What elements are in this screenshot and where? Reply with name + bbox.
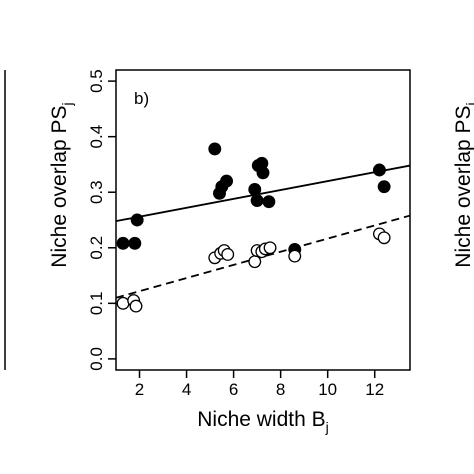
x-axis-label: Niche width Bj <box>197 408 329 435</box>
x-tick-label: 12 <box>365 380 384 399</box>
open-point <box>129 299 143 313</box>
filled-point <box>128 236 142 250</box>
fit-line-dashed <box>115 214 411 299</box>
x-tick-label: 2 <box>135 380 144 399</box>
y-axis-label: Niche overlap PSj <box>48 102 75 267</box>
panel-label: b) <box>134 89 149 108</box>
filled-point <box>208 142 222 156</box>
y-tick-label: 0.2 <box>87 236 106 260</box>
y-tick-label: 0.0 <box>87 347 106 371</box>
open-point <box>377 231 391 245</box>
open-point <box>116 296 130 310</box>
data-points <box>116 142 391 313</box>
x-axis-label-main: Niche width B <box>197 408 325 431</box>
filled-point <box>256 166 270 180</box>
filled-point <box>220 174 233 188</box>
right-panel-y-axis-label-main: Niche overlap PS <box>452 105 474 267</box>
right-panel-y-axis-label-subscript: j <box>463 102 474 106</box>
plot-frame <box>115 69 411 371</box>
right-panel-y-axis-label: Niche overlap PSj <box>452 102 474 267</box>
y-tick-label: 0.1 <box>87 292 106 316</box>
filled-point <box>130 213 144 227</box>
filled-point <box>372 163 386 177</box>
fit-line-solid <box>115 164 411 222</box>
x-tick-label: 10 <box>318 380 337 399</box>
x-tick-label: 6 <box>229 380 238 399</box>
filled-point <box>250 194 264 208</box>
x-axis-ticks: 2 4 6 8 10 12 <box>135 370 384 399</box>
open-point <box>248 255 262 269</box>
y-tick-label: 0.4 <box>87 125 106 149</box>
y-axis-label-main: Niche overlap PS <box>48 105 71 267</box>
x-axis-label-subscript: j <box>325 419 329 435</box>
open-point <box>288 249 302 263</box>
filled-point <box>262 195 276 209</box>
fit-lines <box>115 164 411 299</box>
filled-point <box>377 180 391 194</box>
y-axis-label-subscript: j <box>59 102 75 106</box>
x-tick-label: 8 <box>276 380 285 399</box>
filled-point <box>248 182 262 196</box>
filled-point <box>116 236 130 250</box>
open-point <box>221 247 235 261</box>
x-tick-label: 4 <box>182 380 191 399</box>
y-axis-ticks: 0.0 0.1 0.2 0.3 0.4 0.5 <box>87 69 116 371</box>
y-tick-label: 0.3 <box>87 180 106 204</box>
y-tick-label: 0.5 <box>87 69 106 93</box>
open-point <box>263 241 277 255</box>
